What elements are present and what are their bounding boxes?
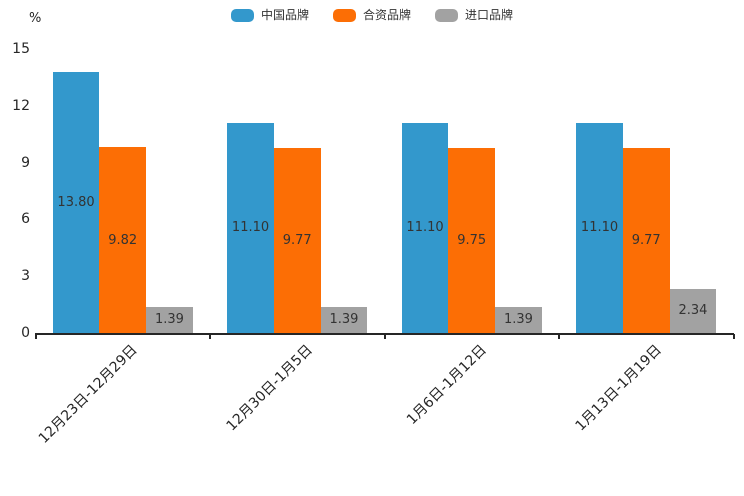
bar-series2-group0: 1.39 <box>146 306 193 333</box>
bar-value-label: 9.75 <box>457 233 487 249</box>
y-tick-label: 9 <box>21 154 30 171</box>
x-axis-tick <box>209 334 211 339</box>
bar-value-label: 2.34 <box>678 303 708 319</box>
y-tick-label: 6 <box>21 211 30 228</box>
bar-value-label: 13.80 <box>57 194 95 210</box>
bar-series1-group1: 9.77 <box>273 148 321 333</box>
y-axis-unit-label: % <box>29 11 42 26</box>
legend-swatch <box>332 8 356 22</box>
legend-label: 中国品牌 <box>260 8 309 22</box>
bar-value-label: 1.39 <box>154 312 184 328</box>
y-tick-label: 3 <box>21 268 30 285</box>
bar-value-label: 1.39 <box>503 312 533 328</box>
bar-value-label: 9.77 <box>631 233 661 248</box>
x-axis-tick <box>558 334 560 339</box>
y-tick-label: 12 <box>12 97 30 114</box>
bar-series2-group1: 1.39 <box>320 306 368 333</box>
x-axis-tick <box>34 334 37 339</box>
bar-value-label: 11.10 <box>406 220 444 236</box>
legend-label: 进口品牌 <box>465 8 514 22</box>
y-tick-label: 0 <box>21 325 30 341</box>
x-tick-label-group1: 12月30日-1月5日 <box>223 342 316 435</box>
legend-item-1[interactable]: 合资品牌 <box>332 8 411 22</box>
bar-value-label: 9.82 <box>108 232 138 248</box>
legend-item-0[interactable]: 中国品牌 <box>230 8 309 22</box>
x-axis-tick <box>383 334 386 339</box>
x-tick-label-group3: 1月13日-1月19日 <box>572 342 665 435</box>
legend-swatch <box>230 8 254 22</box>
bar-series0-group2: 11.10 <box>401 122 449 333</box>
bar-value-label: 9.77 <box>282 233 312 248</box>
x-tick-label-group2: 1月6日-1月12日 <box>404 342 491 428</box>
bar-value-label: 11.10 <box>580 220 619 236</box>
bar-value-label: 11.10 <box>231 220 270 236</box>
bar-series0-group1: 11.10 <box>227 122 274 333</box>
bar-value-label: 1.39 <box>329 312 359 328</box>
bar-series1-group2: 9.75 <box>448 148 496 333</box>
legend-swatch <box>435 8 458 22</box>
legend: 中国品牌 合资品牌 进口品牌 <box>0 8 744 22</box>
bar-series1-group3: 9.77 <box>622 148 670 333</box>
y-tick-label: 15 <box>12 41 30 57</box>
x-axis-tick <box>732 334 735 339</box>
bar-series0-group3: 11.10 <box>576 122 623 333</box>
legend-label: 合资品牌 <box>362 8 411 22</box>
bar-series2-group3: 2.34 <box>669 288 717 333</box>
bar-series0-group0: 13.80 <box>52 71 100 333</box>
x-tick-label-group0: 12月23日-12月29日 <box>36 342 142 447</box>
bar-series1-group0: 9.82 <box>99 147 147 333</box>
legend-item-2[interactable]: 进口品牌 <box>435 8 513 22</box>
bar-series2-group2: 1.39 <box>495 306 542 333</box>
